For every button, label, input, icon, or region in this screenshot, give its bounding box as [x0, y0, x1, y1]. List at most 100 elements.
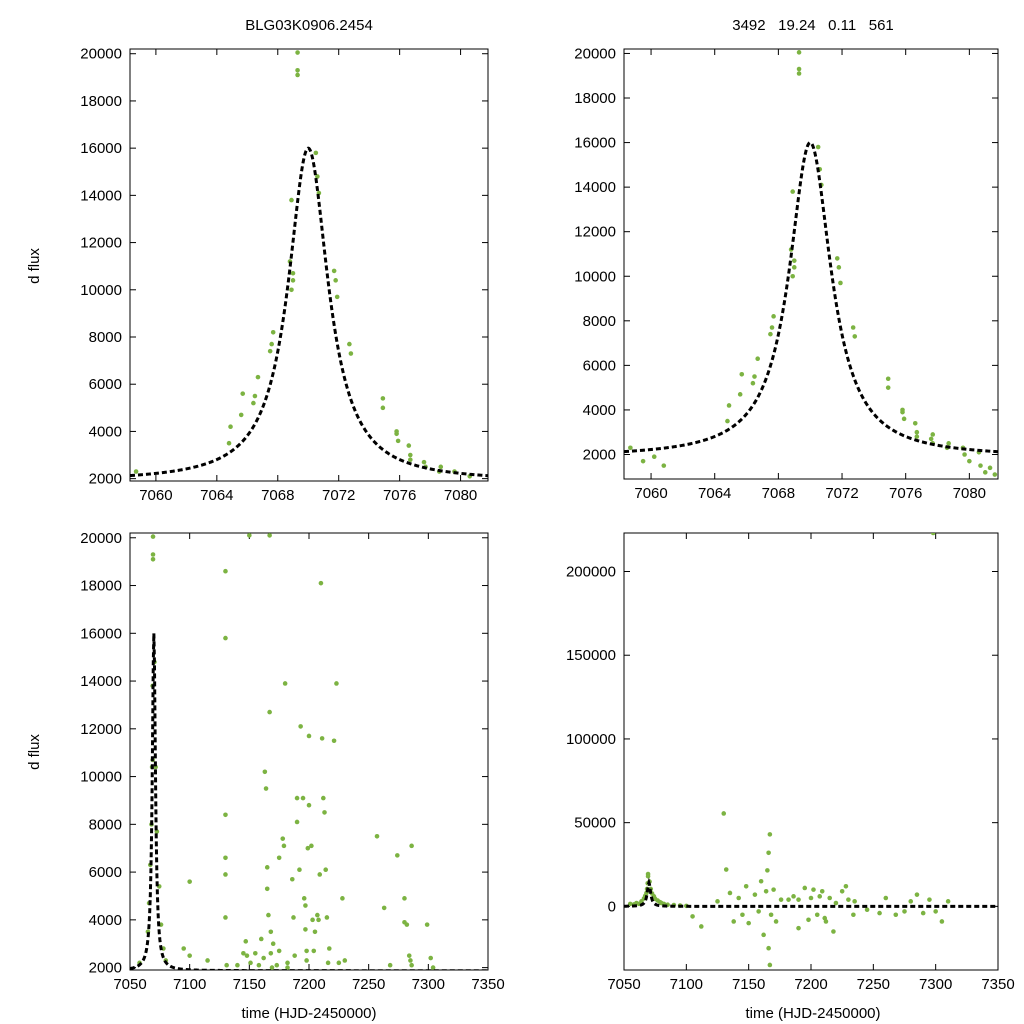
xlabel-right: time (HJD-2450000)	[745, 1005, 880, 1022]
data-point	[796, 66, 802, 72]
data-point	[187, 879, 192, 884]
y-tick-label: 10000	[80, 282, 122, 299]
data-point	[987, 465, 993, 471]
data-point	[752, 374, 757, 379]
x-tick-label: 7060	[139, 487, 172, 504]
data-point	[796, 897, 801, 902]
data-point	[306, 733, 312, 739]
data-point	[306, 802, 312, 808]
data-point	[223, 915, 228, 920]
data-point	[325, 960, 331, 966]
data-point	[269, 341, 274, 347]
data-point	[796, 71, 802, 76]
data-point	[133, 469, 139, 474]
data-point	[827, 895, 832, 901]
data-point	[348, 351, 354, 356]
y-tick-label: 2000	[89, 960, 122, 977]
data-point	[380, 405, 386, 411]
data-point	[885, 376, 891, 382]
data-point	[725, 418, 730, 424]
data-point	[727, 890, 733, 896]
y-tick-label: 8000	[89, 816, 122, 833]
data-point	[303, 903, 308, 908]
data-point	[298, 724, 303, 729]
data-point	[817, 894, 823, 899]
data-point	[248, 960, 253, 966]
data-point	[739, 371, 745, 377]
data-point	[285, 965, 290, 970]
data-point	[319, 736, 325, 741]
data-point	[150, 556, 156, 562]
y-tick-label: 50000	[574, 815, 616, 832]
y-tick-label: 16000	[80, 625, 122, 642]
data-point	[690, 914, 695, 919]
data-point	[342, 958, 348, 963]
axes-frame	[623, 48, 999, 480]
data-point	[645, 873, 651, 879]
data-point	[334, 681, 339, 686]
plot-area	[624, 533, 998, 968]
data-point	[255, 374, 261, 380]
data-point	[421, 459, 427, 465]
y-tick-label: 14000	[80, 673, 122, 690]
data-point	[814, 912, 820, 918]
data-point	[181, 946, 186, 951]
x-tick-label: 7050	[113, 976, 146, 993]
data-point	[395, 438, 401, 444]
x-tick-label: 7350	[471, 976, 504, 993]
data-point	[336, 960, 342, 966]
data-point	[304, 958, 309, 963]
x-tick-label: 7064	[200, 487, 233, 504]
data-point	[408, 457, 413, 463]
data-point	[395, 853, 400, 858]
data-point	[402, 896, 407, 901]
panel-bottom-left: 7050 7100 7150 7200 7250 7300 7350 2000 4000 6000…	[80, 530, 504, 993]
data-point	[238, 412, 244, 418]
data-point	[256, 962, 262, 968]
data-point	[281, 843, 287, 849]
data-point	[992, 472, 998, 477]
data-point	[838, 280, 843, 286]
data-point	[791, 258, 797, 263]
x-tick-label: 7250	[857, 976, 890, 993]
data-point	[290, 278, 296, 283]
data-point	[908, 899, 914, 904]
data-point	[761, 932, 766, 938]
data-point	[251, 400, 256, 406]
data-point	[766, 945, 771, 951]
ylabel-top: d flux	[26, 248, 43, 284]
data-point	[831, 929, 836, 934]
data-point	[843, 883, 849, 889]
x-tick-label: 7080	[444, 487, 477, 504]
y-tick-label: 2000	[89, 471, 122, 488]
data-point	[438, 464, 444, 470]
y-tick-label: 6000	[89, 864, 122, 881]
x-tick-label: 7060	[634, 485, 667, 502]
axes-frame	[129, 532, 489, 971]
title-left: BLG03K0906.2454	[245, 17, 373, 34]
data-point	[264, 886, 270, 892]
data-point	[927, 897, 932, 902]
data-point	[758, 878, 764, 884]
plot-area	[624, 50, 998, 477]
data-point	[852, 334, 858, 339]
data-point	[408, 958, 413, 963]
data-point	[737, 392, 743, 397]
data-point	[290, 270, 296, 276]
data-point	[736, 895, 741, 901]
model-curve	[130, 146, 488, 478]
data-point	[839, 889, 845, 894]
y-tick-label: 200000	[566, 564, 616, 581]
data-point	[914, 892, 920, 897]
data-point	[292, 953, 297, 958]
x-tick-label: 7150	[233, 976, 266, 993]
data-point	[300, 795, 306, 801]
data-point	[291, 915, 296, 920]
data-point	[939, 919, 945, 924]
data-point	[946, 441, 951, 446]
data-point	[280, 836, 286, 841]
data-point	[752, 892, 758, 897]
data-point	[276, 855, 282, 861]
data-point	[424, 922, 430, 927]
